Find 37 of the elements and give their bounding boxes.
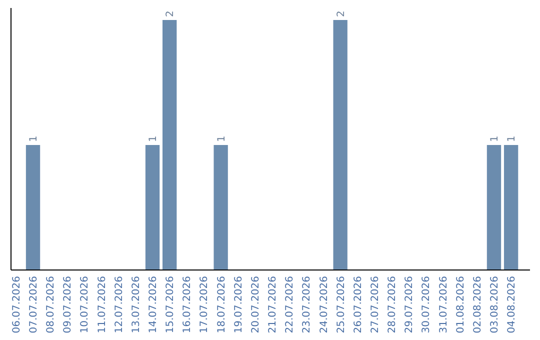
x-tick-label: 11.07.2026 <box>96 276 108 334</box>
x-tick-label: 27.07.2026 <box>370 276 381 334</box>
x-tick-label: 10.07.2026 <box>80 276 91 334</box>
x-tick-label: 14.07.2026 <box>148 276 160 334</box>
x-tick-label: 06.07.2026 <box>11 276 22 334</box>
x-tick-label: 21.07.2026 <box>268 276 279 334</box>
x-tick-label: 09.07.2026 <box>62 276 74 334</box>
x-tick-label: 26.07.2026 <box>352 276 364 334</box>
x-tick-label: 12.07.2026 <box>114 276 125 334</box>
x-tick-label: 08.07.2026 <box>46 276 57 334</box>
x-tick-label: 31.07.2026 <box>438 276 450 334</box>
x-tick-label: 16.07.2026 <box>182 276 194 334</box>
x-tick-label: 18.07.2026 <box>216 276 228 334</box>
x-tick-label: 03.08.2026 <box>489 276 500 334</box>
x-tick-label: 25.07.2026 <box>336 276 347 334</box>
x-tick-label: 28.07.2026 <box>387 276 398 334</box>
x-tick-label: 24.07.2026 <box>318 276 330 334</box>
data-label: 1 <box>489 136 500 142</box>
data-label: 1 <box>506 136 518 142</box>
x-tick-label: 07.07.2026 <box>28 276 40 334</box>
data-label: 2 <box>165 10 176 17</box>
x-tick-label: 30.07.2026 <box>421 276 432 334</box>
x-tick-label: 01.08.2026 <box>455 276 466 334</box>
x-tick-label: 04.08.2026 <box>506 276 518 334</box>
x-tick-label: 29.07.2026 <box>404 276 416 334</box>
x-tick-label: 13.07.2026 <box>130 276 142 334</box>
x-tick-label: 02.08.2026 <box>472 276 484 334</box>
x-tick-label: 23.07.2026 <box>302 276 313 334</box>
x-tick-label: 15.07.2026 <box>165 276 176 334</box>
data-label: 2 <box>336 10 347 17</box>
x-tick-label: 19.07.2026 <box>233 276 244 334</box>
x-tick-label: 17.07.2026 <box>199 276 210 334</box>
data-label: 1 <box>216 136 228 142</box>
data-label: 1 <box>28 136 40 142</box>
x-tick-label: 22.07.2026 <box>284 276 296 334</box>
data-label: 1 <box>148 136 160 142</box>
x-tick-label: 20.07.2026 <box>250 276 262 334</box>
